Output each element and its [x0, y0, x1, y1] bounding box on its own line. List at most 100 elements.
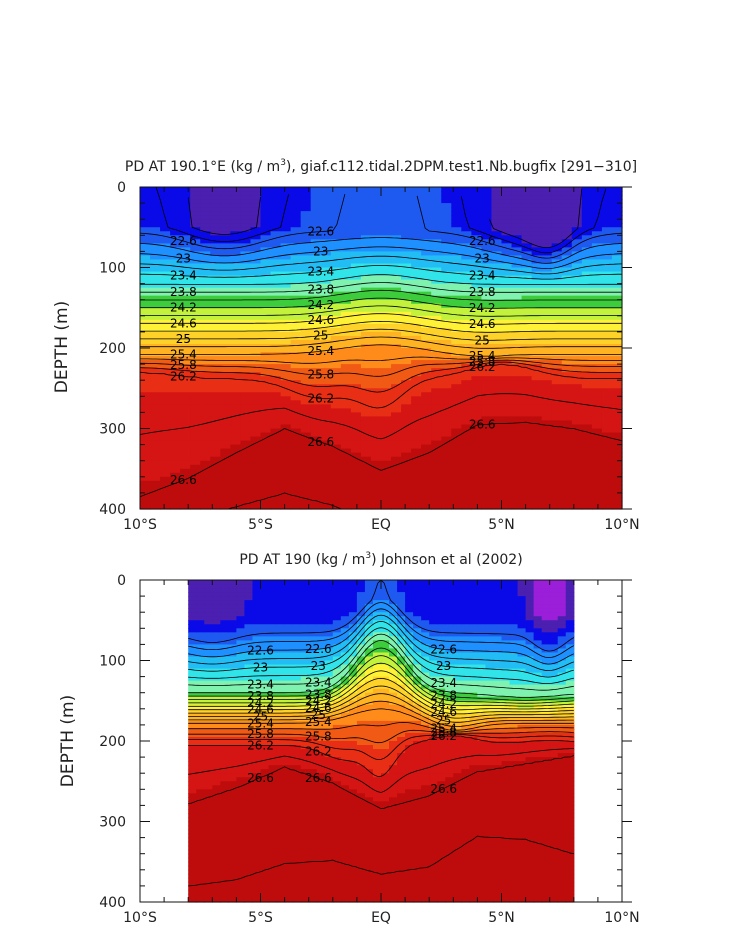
density-cell — [491, 488, 503, 494]
density-cell — [188, 684, 197, 690]
density-cell — [401, 396, 412, 401]
density-cell — [244, 785, 254, 790]
density-cell — [350, 339, 362, 345]
density-cell — [461, 255, 472, 261]
density-cell — [441, 504, 452, 510]
density-cell — [561, 215, 573, 220]
density-cell — [228, 885, 237, 891]
density-cell — [280, 299, 292, 305]
density-cell — [284, 588, 294, 593]
density-cell — [501, 492, 513, 498]
density-cell — [521, 460, 533, 466]
density-cell — [531, 255, 543, 261]
density-cell — [252, 596, 262, 601]
density-cell — [252, 672, 262, 678]
density-cell — [190, 440, 201, 446]
density-cell — [270, 219, 282, 224]
density-cell — [370, 380, 382, 385]
density-cell — [431, 420, 442, 426]
density-cell — [300, 279, 312, 285]
density-cell — [441, 348, 452, 353]
density-cell — [210, 223, 221, 228]
density-cell — [200, 187, 211, 192]
density-cell — [300, 432, 312, 438]
density-cell — [521, 227, 533, 232]
density-cell — [561, 392, 573, 397]
density-cell — [188, 688, 197, 694]
density-cell — [320, 187, 332, 192]
density-cell — [461, 311, 472, 317]
density-cell — [481, 372, 493, 377]
density-cell — [240, 215, 252, 220]
density-cell — [140, 335, 151, 341]
density-cell — [220, 837, 229, 843]
density-cell — [581, 368, 593, 373]
density-cell — [541, 331, 553, 337]
density-cell — [140, 420, 151, 426]
density-cell — [170, 315, 181, 321]
density-cell — [451, 500, 462, 506]
density-cell — [276, 889, 286, 895]
density-cell — [150, 380, 161, 385]
density-cell — [212, 660, 221, 666]
density-cell — [250, 368, 262, 373]
density-cell — [461, 207, 472, 212]
density-cell — [160, 327, 171, 333]
density-cell — [280, 267, 292, 273]
density-cell — [541, 227, 553, 232]
density-cell — [511, 432, 523, 438]
density-cell — [421, 360, 432, 365]
density-cell — [190, 364, 201, 369]
density-cell — [350, 283, 362, 289]
density-cell — [190, 488, 201, 494]
density-cell — [531, 480, 543, 486]
density-cell — [340, 199, 352, 204]
density-cell — [370, 372, 382, 377]
density-cell — [240, 416, 252, 422]
density-cell — [196, 809, 205, 815]
density-cell — [481, 331, 493, 337]
density-cell — [601, 187, 613, 192]
density-cell — [591, 436, 603, 442]
density-cell — [340, 364, 352, 369]
density-cell — [244, 829, 254, 835]
density-cell — [260, 339, 272, 345]
density-cell — [501, 247, 513, 253]
density-cell — [421, 392, 432, 397]
density-cell — [571, 348, 583, 353]
density-cell — [140, 360, 151, 365]
density-cell — [150, 215, 161, 220]
density-cell — [411, 440, 422, 446]
y-tick-label: 200 — [99, 341, 126, 357]
density-cell — [551, 452, 563, 458]
density-cell — [268, 732, 278, 738]
density-cell — [180, 279, 191, 285]
density-cell — [236, 668, 246, 674]
density-cell — [260, 604, 270, 609]
density-cell — [260, 757, 270, 762]
density-cell — [391, 428, 402, 434]
density-cell — [244, 805, 254, 811]
density-cell — [250, 331, 262, 337]
density-cell — [204, 793, 213, 798]
density-cell — [196, 660, 205, 666]
density-cell — [188, 841, 197, 847]
density-cell — [391, 287, 402, 293]
density-cell — [441, 223, 452, 228]
density-cell — [601, 251, 613, 257]
density-cell — [230, 207, 242, 212]
density-cell — [391, 215, 402, 220]
density-cell — [381, 448, 392, 454]
density-cell — [290, 388, 302, 393]
density-cell — [230, 500, 242, 506]
density-cell — [591, 472, 603, 478]
density-cell — [250, 384, 262, 389]
density-cell — [320, 311, 332, 317]
density-cell — [190, 468, 201, 474]
density-cell — [240, 203, 252, 208]
density-cell — [491, 372, 503, 377]
density-cell — [260, 404, 272, 409]
density-cell — [521, 247, 533, 253]
density-cell — [244, 749, 254, 754]
density-cell — [571, 323, 583, 329]
